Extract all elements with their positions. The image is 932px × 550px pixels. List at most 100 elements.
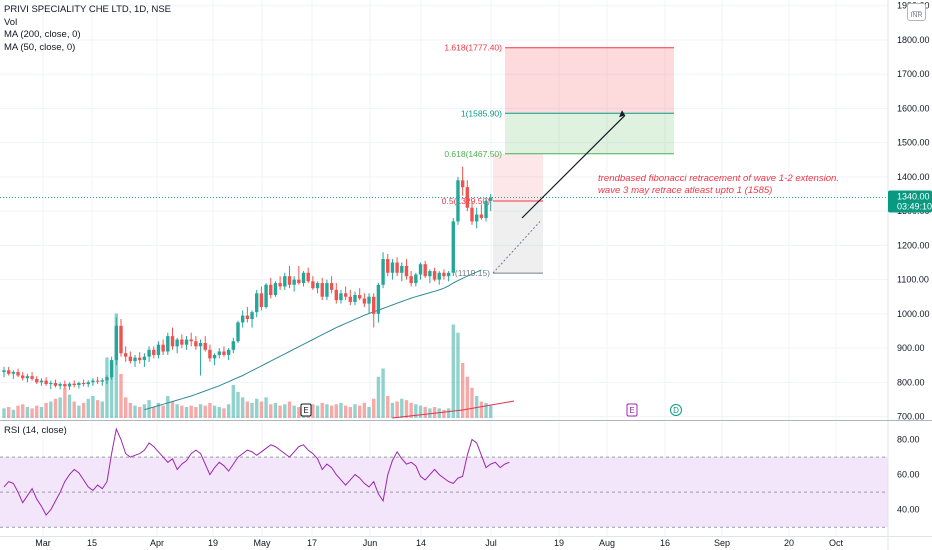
- candle-body: [222, 351, 226, 355]
- annotation-line-1[interactable]: trendbased fibonacci retracement of wave…: [598, 173, 839, 184]
- volume-bar: [198, 404, 203, 418]
- candle-body: [255, 293, 259, 313]
- candle-body: [156, 344, 161, 355]
- candle-body: [63, 384, 67, 387]
- target-arrow-line: [521, 114, 626, 219]
- countdown-label: 03:49:10: [897, 201, 932, 211]
- volume-bar: [161, 405, 165, 418]
- candle-body: [142, 356, 147, 361]
- volume-bar: [446, 408, 451, 418]
- candle-body: [409, 276, 413, 284]
- time-tick-label: 19: [208, 538, 218, 548]
- volume-bar: [91, 396, 95, 418]
- volume-bar: [77, 405, 81, 418]
- fib-zone: [505, 113, 674, 154]
- volume-bar: [226, 404, 231, 418]
- candle-body: [58, 384, 62, 386]
- indicator-ma200[interactable]: MA (200, close, 0): [4, 29, 81, 40]
- candle-body: [465, 187, 470, 208]
- volume-bar: [315, 405, 320, 418]
- candle-body: [245, 315, 250, 319]
- volume-bar: [329, 405, 334, 418]
- candle-body: [226, 349, 231, 355]
- volume-bar: [240, 397, 245, 418]
- annotation-line-2[interactable]: wave 3 may retrace atleast upto 1 (1585): [598, 185, 772, 196]
- volume-bar: [39, 407, 44, 418]
- earnings-marker-icon: [300, 403, 312, 417]
- volume-bar: [259, 401, 264, 418]
- candle-body: [381, 259, 385, 285]
- candle-body: [334, 289, 338, 301]
- candle-body: [203, 342, 207, 350]
- price-tick-label: 1000.00: [897, 309, 930, 319]
- volume-bar: [320, 402, 324, 418]
- candle-body: [470, 207, 474, 222]
- indicator-vol[interactable]: Vol: [4, 16, 18, 28]
- candle-body: [231, 341, 236, 350]
- event-marker-label: E: [303, 406, 308, 415]
- volume-bar: [222, 408, 226, 418]
- annotation-group[interactable]: trendbased fibonacci retracement of wave…: [598, 173, 839, 196]
- time-tick-label: Sep: [714, 538, 730, 548]
- volume-bar: [2, 408, 6, 418]
- rsi-indicator-label[interactable]: RSI (14, close): [4, 425, 67, 436]
- candle-body: [348, 296, 353, 302]
- currency-label: INR: [910, 12, 923, 19]
- rsi-tick-label: 60.00: [897, 470, 920, 480]
- candle-body: [297, 279, 301, 284]
- volume-bar: [105, 357, 109, 418]
- candle-body: [418, 264, 423, 275]
- candle-body: [404, 265, 409, 277]
- volume-bars: [2, 313, 493, 418]
- volume-bar: [123, 397, 128, 418]
- volume-bar: [6, 407, 11, 418]
- currency-badge[interactable]: INR: [907, 3, 926, 21]
- fib-level-label: 1.618(1777.40): [444, 43, 502, 53]
- candle-body: [67, 383, 72, 387]
- candle-body: [273, 283, 278, 296]
- volume-bar: [343, 405, 348, 418]
- time-tick-label: May: [253, 538, 271, 548]
- candle-body: [138, 357, 142, 361]
- volume-bar: [156, 402, 161, 418]
- symbol-title[interactable]: PRIVI SPECIALITY CHE LTD, 1D, NSE: [4, 4, 172, 15]
- volume-bar: [474, 396, 479, 418]
- rsi-pane: [0, 427, 888, 528]
- price-tick-label: 1600.00: [897, 103, 930, 113]
- volume-bar: [208, 402, 212, 418]
- volume-bar: [409, 402, 413, 418]
- rsi-tick-label: 80.00: [897, 435, 920, 445]
- candle-body: [133, 357, 137, 362]
- indicator-ma50[interactable]: MA (50, close, 0): [4, 41, 76, 53]
- fibonacci-extension-drawing[interactable]: 1.618(1777.40)1(1585.90)0.618(1467.50)0.…: [442, 43, 674, 278]
- volume-bar: [283, 404, 287, 418]
- volume-bar: [353, 404, 357, 418]
- candle-body: [325, 283, 329, 297]
- volume-bar: [217, 407, 221, 418]
- arrow-head-icon: [619, 110, 625, 118]
- volume-bar: [437, 408, 441, 418]
- candle-body: [6, 370, 11, 374]
- fib-level-label: 1(1585.90): [461, 108, 502, 118]
- candle-body: [128, 356, 133, 362]
- candle-body: [49, 383, 53, 385]
- price-tick-label: 1100.00: [897, 275, 929, 285]
- volume-bar: [465, 376, 470, 418]
- candle-body: [400, 265, 404, 273]
- volume-bar: [180, 405, 184, 418]
- candle-body: [91, 380, 95, 383]
- volume-bar: [404, 400, 409, 418]
- volume-bar: [273, 402, 278, 418]
- volume-bar: [325, 404, 329, 418]
- candle-body: [456, 180, 460, 222]
- volume-bar: [269, 404, 273, 418]
- time-tick-label: Jun: [363, 538, 378, 548]
- moving-averages: [144, 269, 515, 419]
- candle-body: [390, 262, 395, 273]
- price-tick-label: 700.00: [897, 412, 925, 422]
- currency-icon: [912, 5, 921, 12]
- candle-body: [212, 354, 217, 359]
- time-tick-label: Aug: [599, 538, 615, 548]
